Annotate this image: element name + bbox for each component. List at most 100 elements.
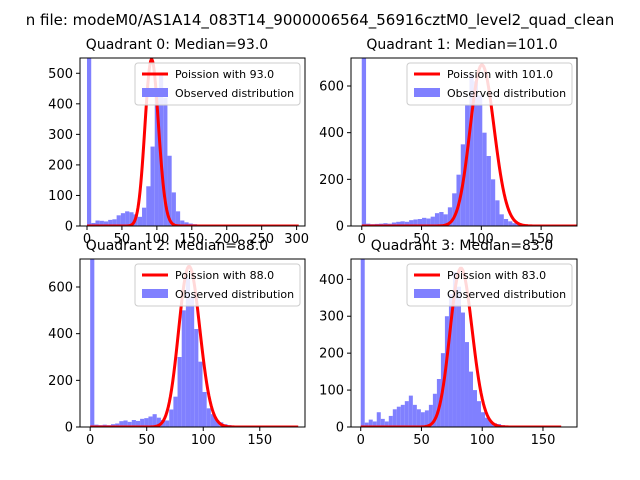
histogram-bar [412, 404, 417, 427]
histogram-bar [400, 404, 405, 427]
legend-box [406, 62, 573, 106]
histogram-bar [444, 316, 449, 427]
histogram-bar [150, 146, 155, 226]
histogram-bar [154, 91, 159, 226]
histogram-bar [180, 220, 185, 226]
x-tick-label: 250 [249, 232, 274, 247]
histogram-bar [202, 392, 207, 427]
histogram-bar [464, 342, 469, 427]
x-tick-label: 50 [114, 232, 131, 247]
x-tick-label: 150 [247, 433, 272, 448]
histogram-bar [486, 156, 491, 226]
x-tick-label: 0 [83, 232, 91, 247]
legend-observed-label: Observed distribution [175, 288, 294, 301]
histogram-bar [127, 421, 132, 427]
histogram-bar [439, 212, 444, 226]
histogram-bar [129, 212, 134, 226]
histogram-bar [495, 200, 500, 226]
histogram-bar [190, 296, 195, 427]
x-tick-label: 50 [413, 232, 430, 247]
quadrant-3-legend: Poission with 83.0 Observed distribution [406, 263, 573, 307]
histogram-bar [108, 219, 113, 226]
histogram-bar [420, 412, 425, 427]
quadrant-0-title: Quadrant 0: Median=93.0 [86, 37, 268, 53]
histogram-bar [465, 104, 470, 226]
x-tick-label: 200 [214, 232, 239, 247]
histogram-bar [376, 412, 381, 427]
x-tick-label: 0 [86, 433, 94, 448]
quadrant-3-axes-frame [350, 258, 578, 428]
x-tick-label: 100 [469, 232, 494, 247]
histogram-bar [368, 419, 373, 427]
quadrant-1-axes-frame [350, 57, 578, 227]
x-tick-label: 0 [357, 433, 365, 448]
histogram-bar [165, 420, 170, 427]
y-tick-label: 200 [48, 374, 73, 389]
y-tick-label: 0 [65, 220, 73, 235]
x-tick-label: 50 [413, 433, 430, 448]
legend-poisson-label: Poission with 83.0 [447, 269, 546, 282]
histogram-bar [426, 218, 431, 226]
y-tick-label: 100 [319, 384, 344, 399]
histogram-bar [416, 409, 421, 427]
y-tick-label: 400 [319, 126, 344, 141]
histogram-bar [156, 417, 161, 427]
histogram-bar [469, 74, 474, 226]
legend-box [134, 62, 301, 106]
y-tick-label: 0 [336, 421, 344, 436]
histogram-bar [468, 371, 473, 427]
histogram-bar [391, 222, 397, 226]
histogram-bar [152, 414, 157, 427]
legend-poisson-label: Poission with 101.0 [447, 68, 553, 81]
histogram-bar [361, 58, 367, 226]
histogram-bar [384, 421, 389, 427]
histogram-bar [482, 132, 487, 226]
histogram-bar [408, 395, 413, 427]
histogram-bar [364, 422, 369, 427]
quadrant-0-axes-frame [79, 57, 306, 227]
y-tick-label: 600 [48, 281, 73, 296]
histogram-bar [185, 277, 191, 427]
histogram-bar [120, 213, 126, 226]
histogram-bar [177, 357, 182, 427]
histogram-bar [112, 219, 117, 226]
histogram-bar [90, 259, 95, 427]
y-tick-label: 0 [336, 220, 344, 235]
histogram-bar [388, 415, 393, 427]
histogram-bar [404, 401, 409, 427]
y-tick-label: 200 [48, 158, 73, 173]
histogram-bar [215, 420, 220, 427]
histogram-bar [400, 221, 405, 226]
histogram-bar [472, 390, 477, 427]
quadrant-3-title: Quadrant 3: Median=83.0 [371, 238, 553, 254]
y-tick-label: 300 [48, 128, 73, 143]
histogram-bar [422, 217, 427, 226]
histogram-bar [460, 312, 465, 427]
y-tick-label: 400 [48, 327, 73, 342]
histogram-bar [169, 409, 174, 427]
histogram-bar [508, 221, 513, 226]
quadrant-1-panel: Quadrant 1: Median=101.0 0 50 100 150 0 200 40… [319, 37, 578, 247]
histogram-bar [477, 95, 483, 226]
histogram-bar [140, 418, 145, 427]
legend-observed-label: Observed distribution [447, 288, 566, 301]
x-tick-label: 100 [144, 232, 169, 247]
histogram-bar [477, 401, 482, 427]
histogram-bar [125, 211, 130, 226]
y-tick-label: 300 [319, 310, 344, 325]
histogram-bar [456, 286, 461, 427]
y-tick-label: 400 [319, 273, 344, 288]
histogram-bar [404, 221, 410, 226]
x-tick-label: 150 [179, 232, 204, 247]
histogram-bar [430, 216, 435, 226]
histogram-bar [95, 220, 100, 226]
histogram-bar [473, 81, 478, 226]
histogram-bar [116, 215, 121, 226]
histogram-bar [137, 216, 143, 226]
x-tick-label: 150 [529, 232, 554, 247]
histogram-bar [91, 222, 96, 226]
quadrant-0-legend: Poission with 93.0 Observed distribution [134, 62, 301, 106]
figure-suptitle: n file: modeM0/AS1A14_083T14_9000006564_… [26, 11, 615, 30]
histogram-bar [86, 58, 92, 226]
